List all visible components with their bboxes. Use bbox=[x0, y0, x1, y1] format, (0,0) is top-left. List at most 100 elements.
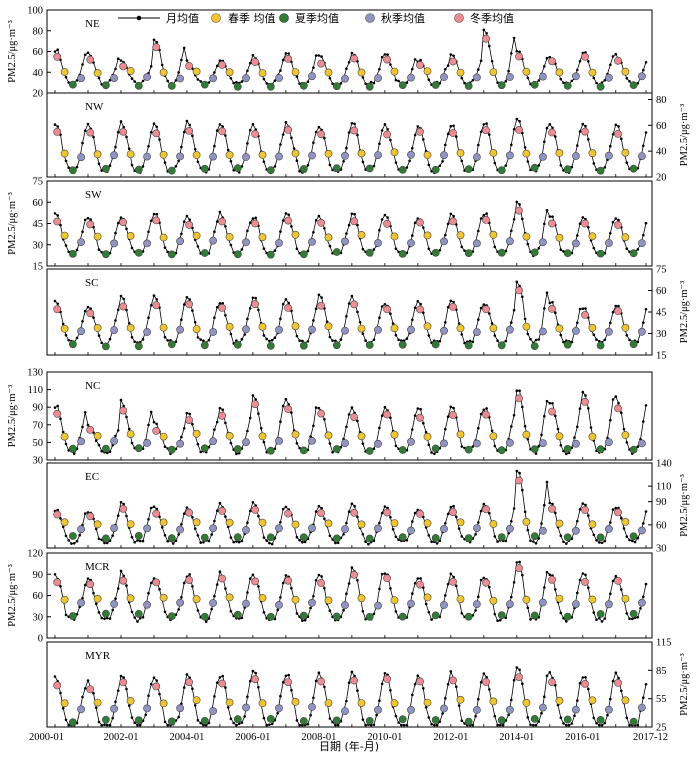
seasonal-mean-winter bbox=[350, 217, 358, 226]
monthly-point bbox=[386, 127, 389, 131]
monthly-point bbox=[276, 608, 280, 612]
seasonal-mean-winter bbox=[449, 676, 457, 685]
seasonal-mean-spring bbox=[324, 596, 333, 605]
monthly-point bbox=[625, 247, 629, 250]
monthly-point bbox=[83, 309, 87, 313]
monthly-point bbox=[625, 161, 629, 164]
monthly-point bbox=[576, 68, 579, 72]
monthly-point bbox=[279, 694, 282, 698]
legend-monthly-label: 月均值 bbox=[166, 12, 199, 25]
monthly-point bbox=[75, 336, 79, 340]
monthly-point bbox=[372, 338, 376, 342]
monthly-point bbox=[526, 438, 530, 441]
monthly-point bbox=[609, 144, 612, 148]
monthly-point bbox=[246, 429, 249, 433]
monthly-point bbox=[149, 65, 153, 68]
seasonal-mean-spring bbox=[324, 519, 333, 528]
seasonal-mean-spring bbox=[390, 148, 399, 157]
seasonal-mean-spring bbox=[225, 233, 234, 241]
monthly-point bbox=[334, 541, 337, 545]
monthly-point bbox=[413, 511, 417, 515]
monthly-point bbox=[548, 123, 552, 126]
seasonal-mean-spring bbox=[423, 231, 432, 240]
y-tick-label: 75 bbox=[656, 265, 667, 276]
monthly-point bbox=[446, 683, 450, 686]
seasonal-mean-winter bbox=[482, 410, 490, 419]
seasonal-mean-spring bbox=[423, 698, 432, 707]
monthly-point bbox=[576, 144, 579, 147]
monthly-point bbox=[515, 50, 519, 53]
monthly-point bbox=[248, 307, 252, 310]
monthly-point bbox=[446, 306, 450, 309]
monthly-point bbox=[438, 339, 442, 343]
seasonal-mean-winter bbox=[581, 219, 589, 228]
monthly-point bbox=[182, 581, 186, 585]
seasonal-mean-winter bbox=[482, 678, 490, 686]
seasonal-mean-winter bbox=[317, 509, 325, 517]
seasonal-mean-winter bbox=[548, 407, 556, 416]
seasonal-mean-winter bbox=[86, 128, 95, 137]
monthly-point bbox=[59, 417, 62, 421]
seasonal-mean-summer bbox=[398, 446, 407, 454]
seasonal-mean-summer bbox=[596, 341, 605, 350]
monthly-point bbox=[130, 246, 134, 250]
seasonal-mean-summer bbox=[431, 248, 440, 257]
monthly-point bbox=[435, 542, 439, 545]
monthly-point bbox=[573, 436, 576, 439]
monthly-point bbox=[295, 75, 299, 78]
panel-name: MYR bbox=[85, 650, 111, 662]
monthly-point bbox=[625, 77, 629, 80]
monthly-point bbox=[298, 446, 301, 450]
monthly-point bbox=[411, 67, 414, 71]
monthly-point bbox=[386, 53, 389, 56]
monthly-point bbox=[611, 679, 615, 683]
monthly-point bbox=[559, 248, 563, 251]
seasonal-mean-summer bbox=[398, 533, 407, 542]
monthly-point bbox=[460, 445, 464, 448]
seasonal-mean-summer bbox=[530, 611, 539, 620]
monthly-point bbox=[138, 723, 142, 727]
monthly-point bbox=[576, 591, 579, 595]
monthly-point bbox=[603, 721, 607, 725]
monthly-point bbox=[279, 420, 282, 424]
seasonal-mean-winter bbox=[218, 217, 226, 226]
seasonal-mean-winter bbox=[251, 675, 259, 684]
seasonal-mean-winter bbox=[515, 564, 523, 573]
seasonal-mean-winter bbox=[581, 310, 589, 319]
monthly-point bbox=[380, 572, 384, 576]
monthly-point bbox=[114, 434, 117, 438]
monthly-point bbox=[488, 585, 491, 589]
seasonal-mean-winter bbox=[119, 302, 128, 311]
monthly-point bbox=[471, 445, 475, 448]
monthly-point bbox=[482, 213, 486, 217]
seasonal-mean-summer bbox=[563, 612, 572, 621]
monthly-point bbox=[589, 426, 593, 429]
monthly-point bbox=[479, 578, 483, 582]
monthly-point bbox=[281, 581, 285, 585]
monthly-point bbox=[548, 301, 552, 305]
monthly-point bbox=[196, 442, 200, 446]
seasonal-mean-summer bbox=[299, 341, 308, 350]
monthly-point bbox=[53, 299, 57, 303]
seasonal-mean-autumn bbox=[176, 439, 184, 448]
monthly-point bbox=[518, 560, 521, 564]
monthly-point bbox=[83, 583, 87, 587]
seasonal-mean-winter bbox=[119, 406, 128, 415]
monthly-point bbox=[534, 723, 538, 727]
monthly-point bbox=[636, 615, 640, 619]
monthly-point bbox=[570, 340, 574, 344]
monthly-point bbox=[559, 444, 563, 447]
monthly-point bbox=[493, 245, 497, 249]
seasonal-mean-autumn bbox=[472, 600, 481, 608]
monthly-point bbox=[64, 534, 68, 538]
seasonal-mean-summer bbox=[629, 340, 638, 349]
monthly-point bbox=[328, 77, 332, 80]
monthly-point bbox=[545, 56, 549, 60]
monthly-point bbox=[620, 137, 623, 141]
monthly-point bbox=[303, 540, 307, 544]
monthly-point bbox=[512, 414, 516, 417]
monthly-point bbox=[86, 577, 90, 580]
seasonal-mean-winter bbox=[251, 505, 259, 514]
seasonal-mean-summer bbox=[431, 165, 440, 174]
monthly-point bbox=[158, 692, 161, 696]
